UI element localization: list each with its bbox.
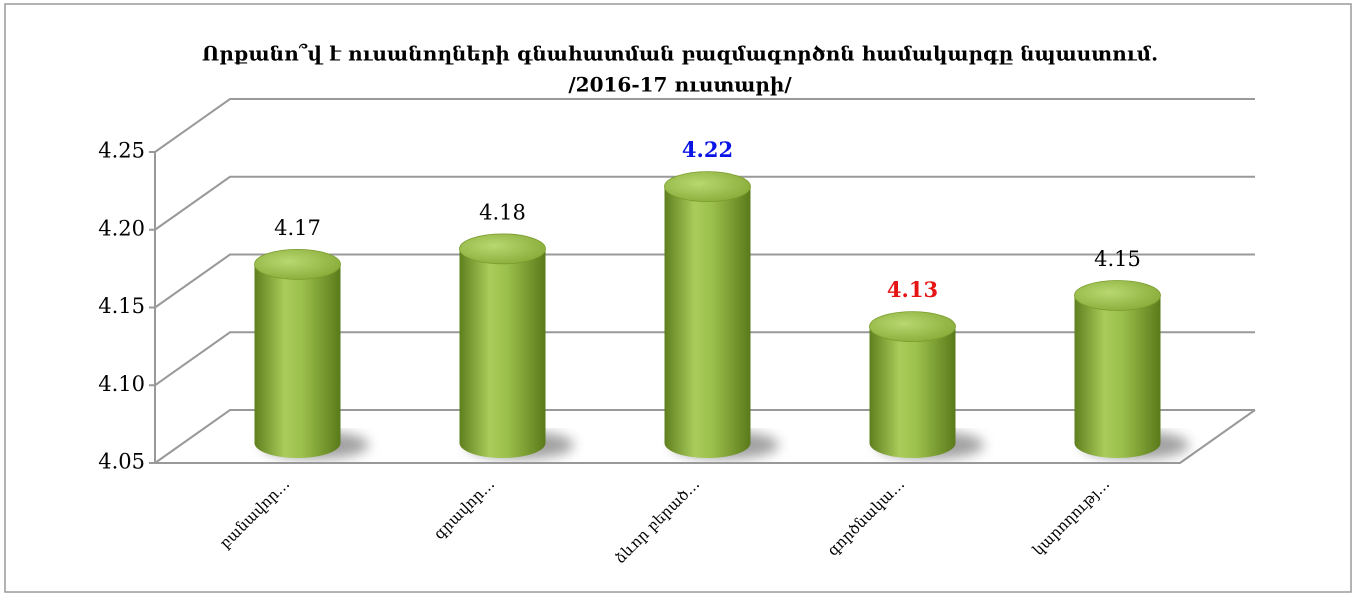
bar-top [664, 171, 751, 203]
grid-line [154, 175, 1255, 231]
value-label: 4.15 [1094, 247, 1141, 271]
y-tick-label: 4.15 [98, 294, 145, 318]
y-tick-label: 4.10 [98, 372, 145, 396]
value-label: 4.22 [682, 137, 733, 162]
bar-top [459, 233, 546, 265]
y-tick-label: 4.25 [98, 139, 145, 163]
bar-top [254, 248, 341, 280]
chart-title: Որքանո՞վ է ուսանողների գնահատման բազմագո… [202, 42, 1158, 66]
floor [155, 409, 1256, 464]
y-tick-label: 4.05 [98, 450, 145, 474]
value-label: 4.17 [274, 216, 321, 240]
bar-top [869, 311, 956, 343]
bar [869, 326, 956, 459]
bar [1074, 295, 1161, 459]
grid-line [154, 98, 1255, 153]
bar [459, 248, 546, 459]
bar [664, 186, 751, 458]
chart-subtitle: /2016-17 ուստարի/ [568, 73, 792, 97]
value-label: 4.18 [479, 200, 526, 224]
value-label: 4.13 [887, 277, 938, 302]
bar [254, 264, 341, 459]
y-tick-label: 4.20 [98, 216, 145, 240]
grid-line [154, 253, 1255, 309]
bar-top [1074, 280, 1161, 311]
